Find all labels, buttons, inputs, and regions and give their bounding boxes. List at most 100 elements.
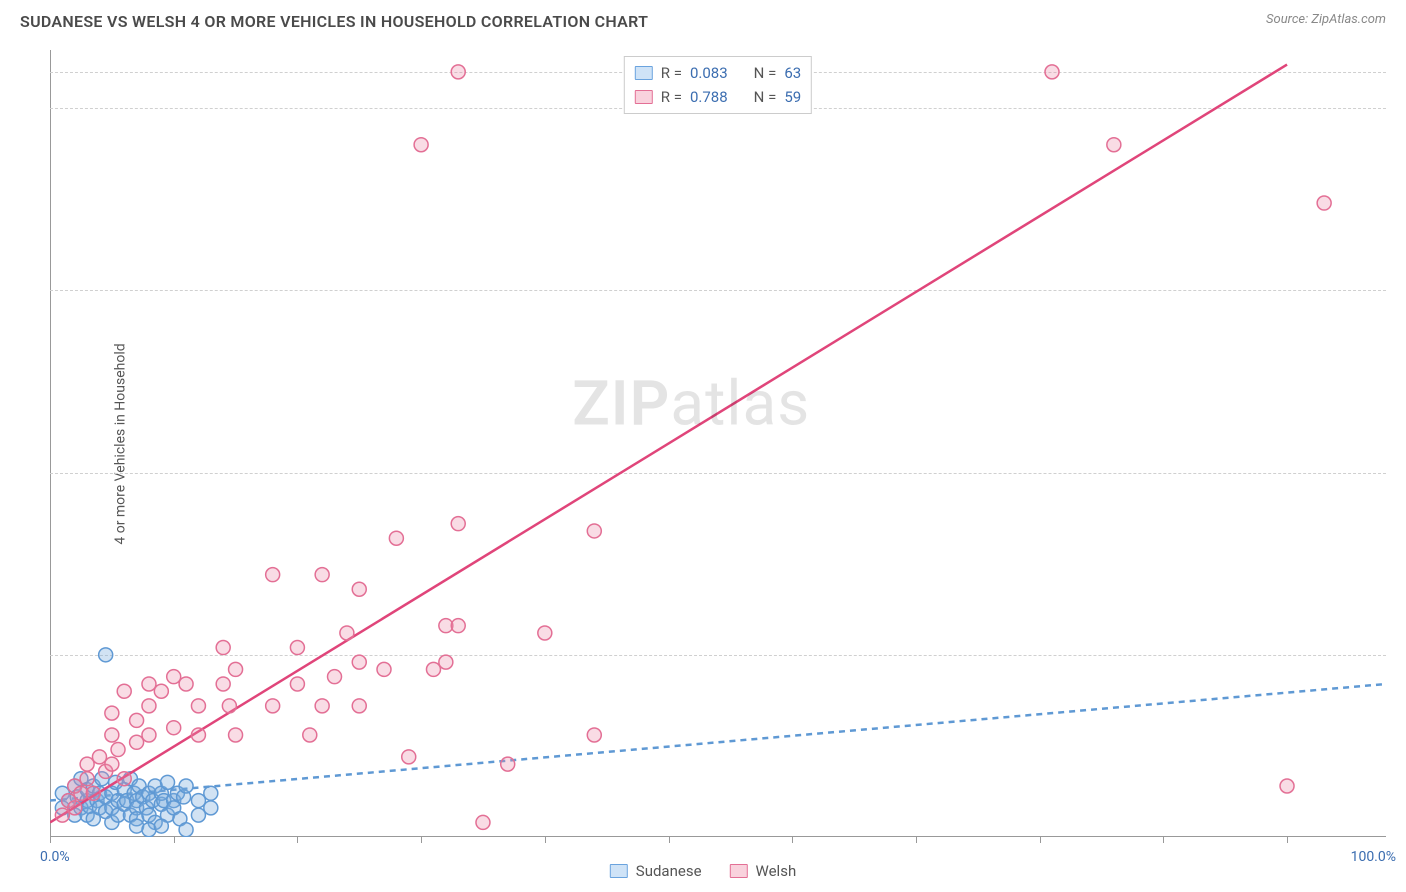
x-tick [792, 837, 793, 843]
data-point [229, 662, 243, 676]
data-point [99, 648, 113, 662]
data-point [117, 684, 131, 698]
data-point [290, 677, 304, 691]
series-legend-item: Welsh [730, 862, 797, 880]
data-point [167, 721, 181, 735]
chart-area: 4 or more Vehicles in Household 25.0%50.… [50, 50, 1386, 837]
data-point [1317, 196, 1331, 210]
data-point [142, 677, 156, 691]
data-point [501, 757, 515, 771]
legend-r-label: R = [661, 85, 682, 109]
data-point [167, 670, 181, 684]
legend-r-label: R = [661, 61, 682, 85]
data-point [111, 743, 125, 757]
data-point [587, 524, 601, 538]
data-point [105, 757, 119, 771]
x-axis-label-min: 0.0% [40, 849, 70, 865]
data-point [352, 655, 366, 669]
data-point [426, 662, 440, 676]
data-point [191, 808, 205, 822]
plot-region: 25.0%50.0%75.0%100.0% 0.0% 100.0% R =0.0… [50, 50, 1386, 837]
data-point [142, 699, 156, 713]
legend-n-value: 63 [784, 61, 801, 85]
data-point [179, 823, 193, 837]
data-point [414, 138, 428, 152]
x-tick [545, 837, 546, 843]
legend-r-value: 0.083 [690, 61, 728, 85]
data-point [340, 626, 354, 640]
data-point [222, 699, 236, 713]
data-point [179, 779, 193, 793]
data-point [191, 794, 205, 808]
legend-swatch [610, 864, 628, 878]
data-point [451, 619, 465, 633]
data-point [352, 699, 366, 713]
x-tick [297, 837, 298, 843]
data-point [1280, 779, 1294, 793]
legend-swatch [635, 66, 653, 80]
data-point [154, 684, 168, 698]
data-point [439, 655, 453, 669]
data-point [402, 750, 416, 764]
chart-title: SUDANESE VS WELSH 4 OR MORE VEHICLES IN … [20, 12, 648, 31]
series-legend: Sudanese Welsh [610, 862, 796, 880]
data-point [80, 757, 94, 771]
legend-row: R = 0.083 N = 63 [635, 61, 801, 85]
x-axis-label-max: 100.0% [1351, 849, 1396, 865]
x-tick [669, 837, 670, 843]
legend-n-value: 59 [784, 85, 801, 109]
series-legend-label: Sudanese [636, 862, 702, 880]
data-point [315, 699, 329, 713]
legend-swatch [635, 90, 653, 104]
data-point [587, 728, 601, 742]
data-point [92, 750, 106, 764]
series-legend-label: Welsh [756, 862, 797, 880]
data-point [266, 568, 280, 582]
data-point [105, 728, 119, 742]
data-point [55, 808, 69, 822]
data-point [80, 772, 94, 786]
data-point [161, 775, 175, 789]
data-point [377, 662, 391, 676]
data-point [216, 641, 230, 655]
data-point [538, 626, 552, 640]
data-point [154, 819, 168, 833]
data-point [130, 713, 144, 727]
scatter-svg [50, 50, 1386, 837]
data-point [86, 786, 100, 800]
source-attribution: Source: ZipAtlas.com [1266, 12, 1386, 27]
legend-n-label: N = [754, 61, 777, 85]
legend-row: R = 0.788 N = 59 [635, 85, 801, 109]
data-point [142, 728, 156, 742]
data-point [117, 772, 131, 786]
series-legend-item: Sudanese [610, 862, 702, 880]
data-point [204, 801, 218, 815]
data-point [352, 582, 366, 596]
legend-swatch [730, 864, 748, 878]
data-point [105, 706, 119, 720]
correlation-legend: R = 0.083 N = 63 R = 0.788 N = 59 [624, 56, 812, 114]
data-point [191, 728, 205, 742]
legend-r-value: 0.788 [690, 85, 728, 109]
data-point [476, 815, 490, 829]
x-tick [421, 837, 422, 843]
data-point [266, 699, 280, 713]
data-point [303, 728, 317, 742]
legend-n-label: N = [754, 85, 777, 109]
data-point [290, 641, 304, 655]
x-tick [1163, 837, 1164, 843]
data-point [1107, 138, 1121, 152]
x-tick [1040, 837, 1041, 843]
trend-line [50, 684, 1386, 801]
data-point [130, 735, 144, 749]
data-point [229, 728, 243, 742]
data-point [451, 65, 465, 79]
data-point [315, 568, 329, 582]
data-point [191, 699, 205, 713]
x-tick [1287, 837, 1288, 843]
x-tick [50, 837, 51, 843]
data-point [451, 517, 465, 531]
x-tick [174, 837, 175, 843]
data-point [1045, 65, 1059, 79]
data-point [328, 670, 342, 684]
